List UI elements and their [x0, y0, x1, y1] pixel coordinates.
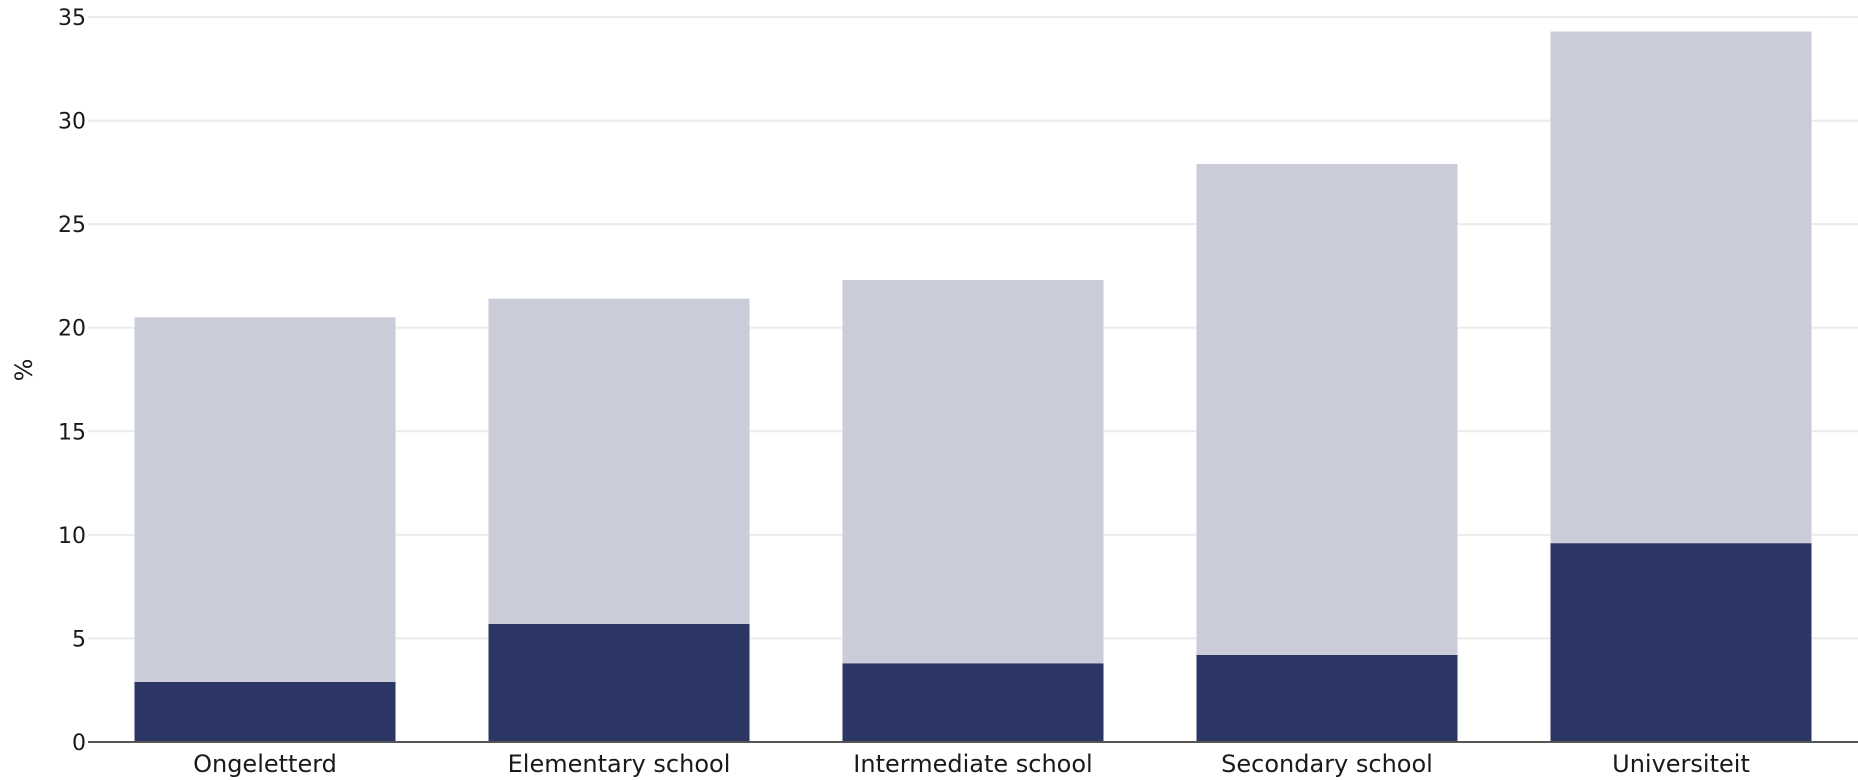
x-tick-label-1: Elementary school — [508, 750, 731, 778]
bar-segment-0-0 — [134, 681, 396, 742]
bar-segment-0-1 — [134, 317, 396, 682]
y-tick-label-6: 30 — [58, 110, 86, 135]
bar-segment-3-0 — [1196, 655, 1458, 742]
bar-segment-3-1 — [1196, 164, 1458, 656]
bar-segment-1-1 — [488, 298, 750, 624]
y-axis-title: % — [10, 359, 38, 382]
bar-segment-2-1 — [842, 280, 1104, 664]
bar-segment-1-0 — [488, 623, 750, 742]
bars — [134, 31, 1812, 742]
y-tick-label-4: 20 — [58, 317, 86, 342]
y-tick-label-2: 10 — [58, 524, 86, 549]
bar-segment-4-1 — [1550, 31, 1812, 544]
y-tick-label-5: 25 — [58, 213, 86, 238]
bar-segment-2-0 — [842, 663, 1104, 742]
y-tick-label-1: 5 — [72, 627, 86, 652]
x-tick-label-3: Secondary school — [1221, 750, 1433, 778]
bar-segment-4-0 — [1550, 543, 1812, 742]
y-tick-label-3: 15 — [58, 420, 86, 445]
x-tick-label-4: Universiteit — [1612, 750, 1750, 778]
y-tick-label-0: 0 — [72, 731, 86, 756]
x-tick-label-0: Ongeletterd — [193, 750, 337, 778]
y-tick-label-7: 35 — [58, 6, 86, 31]
axes: 0 5 10 15 20 25 30 35 Ongeletterd Elementary scho… — [58, 6, 1858, 778]
x-tick-label-2: Intermediate school — [853, 750, 1092, 778]
